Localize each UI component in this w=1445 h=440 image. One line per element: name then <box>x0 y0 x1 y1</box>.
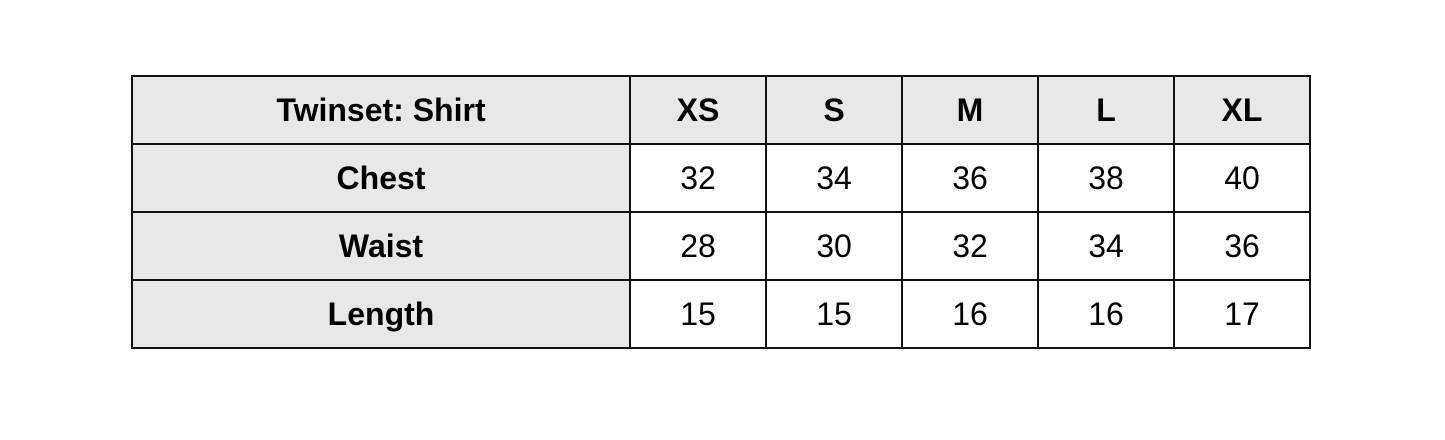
size-header-xl: XL <box>1173 75 1311 145</box>
measurement-cell: 34 <box>765 143 903 213</box>
size-header-m: M <box>901 75 1039 145</box>
row-label: Chest <box>131 143 631 213</box>
table-row: Chest 32 34 36 38 40 <box>131 143 1311 213</box>
table-row: Waist 28 30 32 34 36 <box>131 211 1311 281</box>
table-title: Twinset: Shirt <box>131 75 631 145</box>
measurement-cell: 36 <box>1173 211 1311 281</box>
measurement-cell: 36 <box>901 143 1039 213</box>
measurement-cell: 15 <box>629 279 767 349</box>
measurement-cell: 16 <box>901 279 1039 349</box>
table-row: Length 15 15 16 16 17 <box>131 279 1311 349</box>
size-header-xs: XS <box>629 75 767 145</box>
row-label: Length <box>131 279 631 349</box>
measurement-cell: 34 <box>1037 211 1175 281</box>
measurement-cell: 15 <box>765 279 903 349</box>
measurement-cell: 16 <box>1037 279 1175 349</box>
measurement-cell: 40 <box>1173 143 1311 213</box>
row-label: Waist <box>131 211 631 281</box>
header-row: Twinset: Shirt XS S M L XL <box>131 75 1311 145</box>
measurement-cell: 32 <box>629 143 767 213</box>
measurement-cell: 32 <box>901 211 1039 281</box>
size-chart-table: Twinset: Shirt XS S M L XL Chest 32 34 36 38 40 Wais… <box>131 75 1311 349</box>
measurement-cell: 17 <box>1173 279 1311 349</box>
size-header-s: S <box>765 75 903 145</box>
measurement-cell: 38 <box>1037 143 1175 213</box>
size-header-l: L <box>1037 75 1175 145</box>
measurement-cell: 30 <box>765 211 903 281</box>
measurement-cell: 28 <box>629 211 767 281</box>
